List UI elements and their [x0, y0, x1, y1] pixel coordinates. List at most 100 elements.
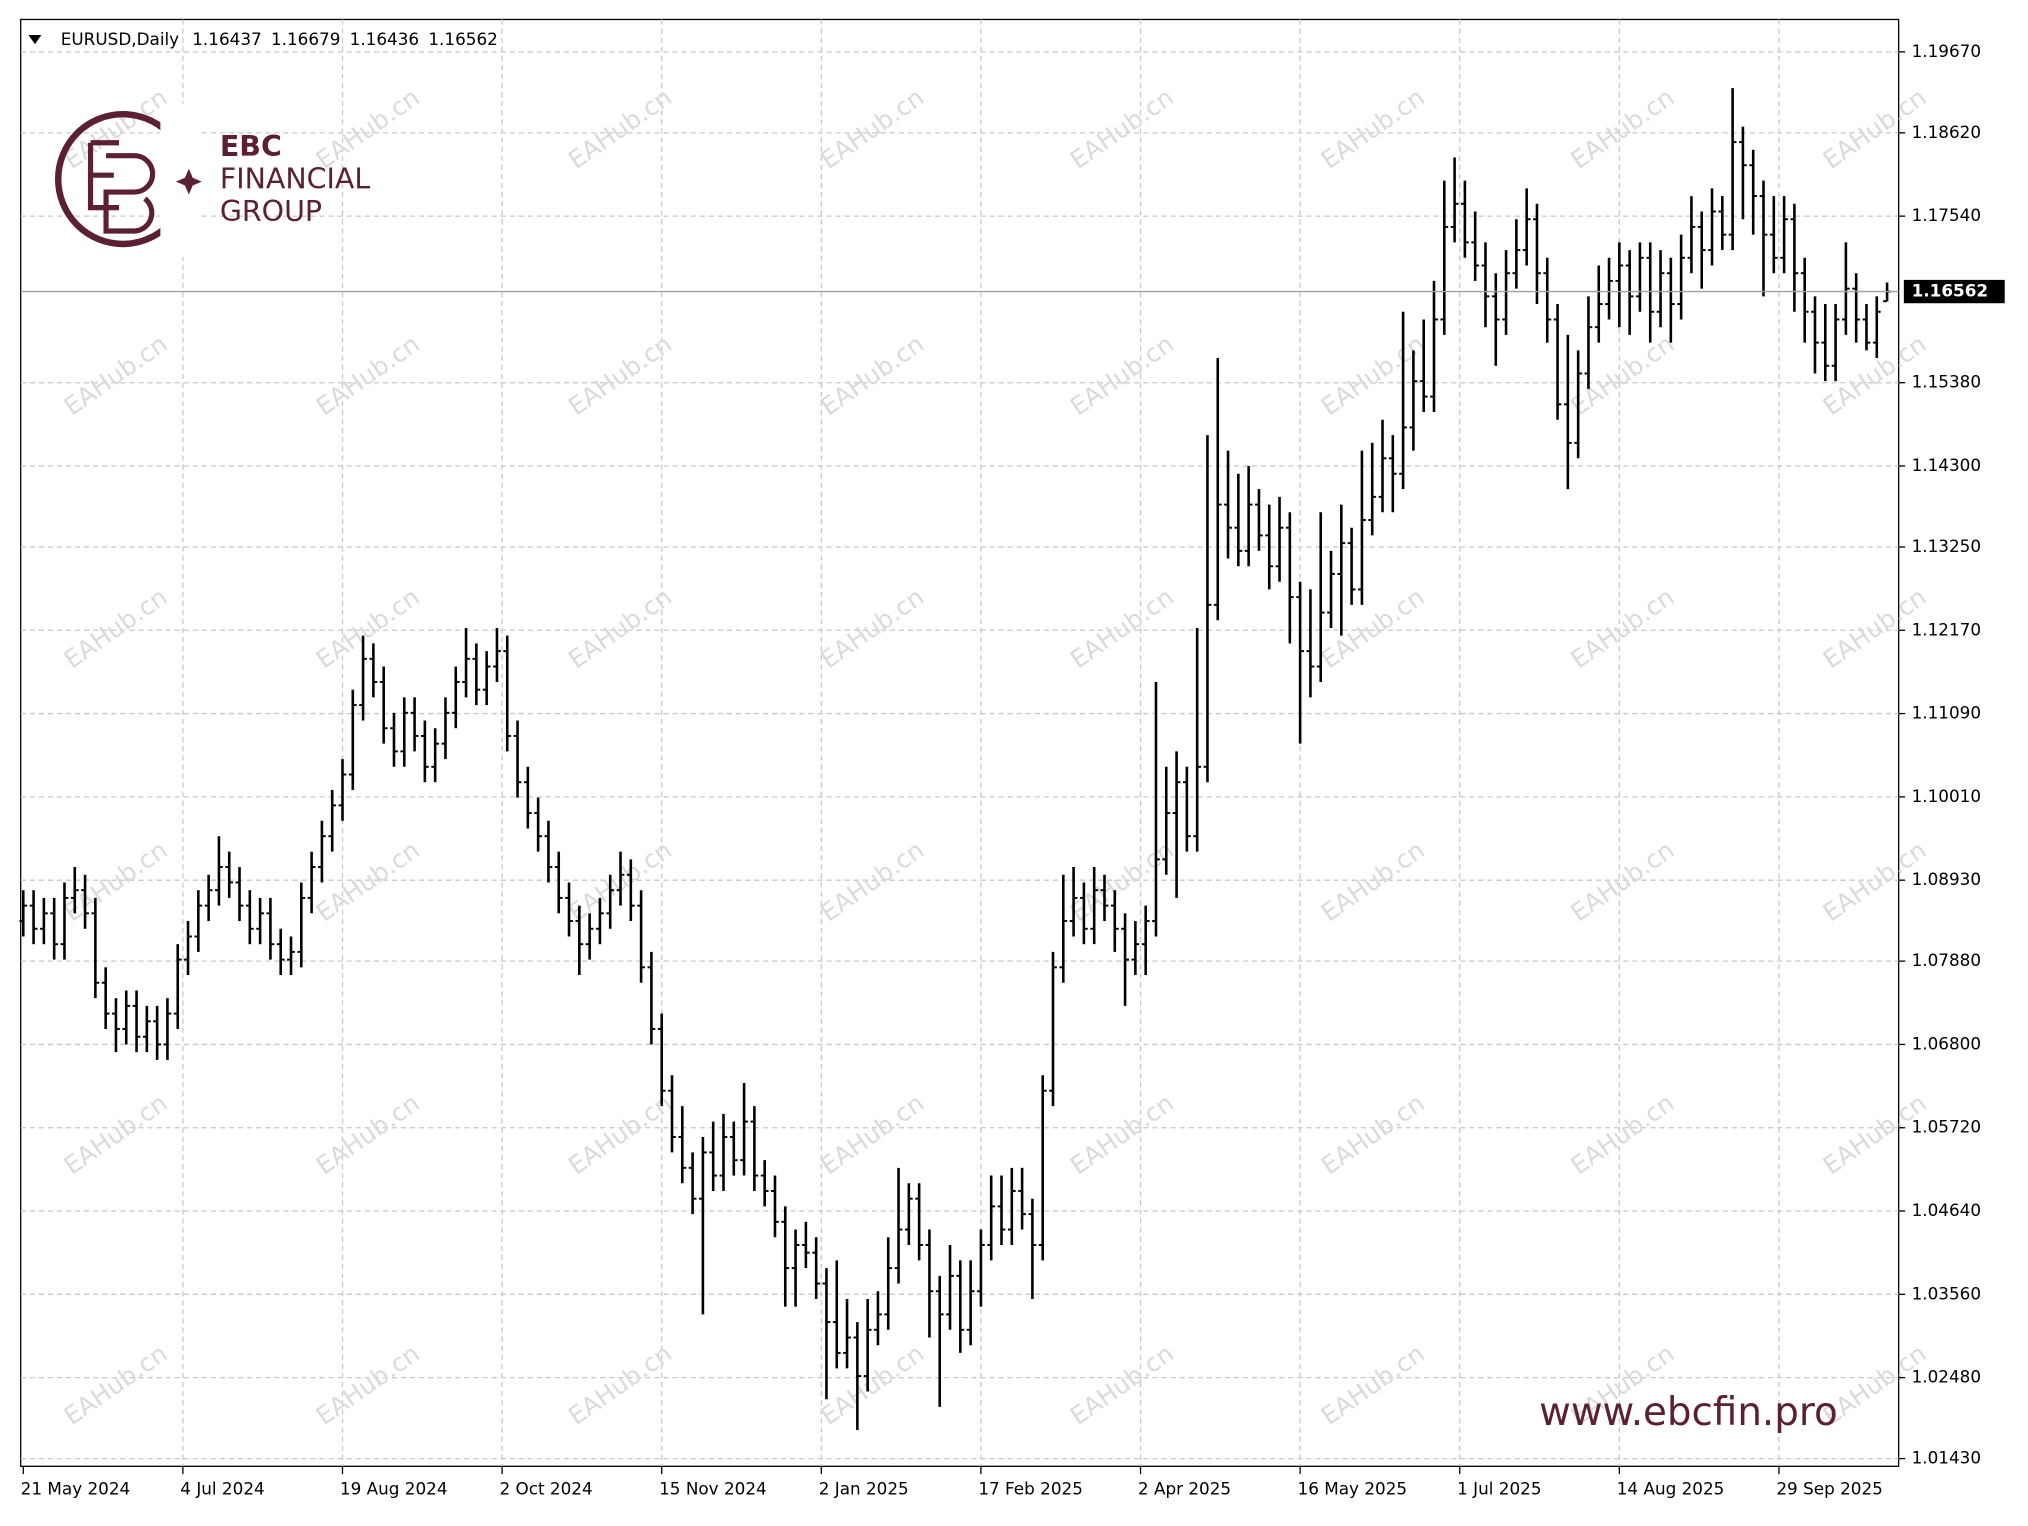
- x-tick-label: 16 May 2025: [1298, 1479, 1408, 1499]
- ohlc-bar: [359, 635, 367, 721]
- ohlc-bar: [1594, 265, 1603, 343]
- logo-name: EBC: [220, 130, 282, 163]
- ohlc-bar: [307, 851, 316, 914]
- y-tick-label: 1.06800: [1912, 1033, 1981, 1053]
- ohlc-bar: [1028, 1198, 1037, 1299]
- ohlc-bar: [729, 1121, 738, 1176]
- ohlc-bar: [328, 789, 337, 852]
- ohlc-bar: [1337, 504, 1346, 636]
- ohlc-bar: [1563, 334, 1572, 490]
- plot-frame: [20, 18, 1900, 1467]
- x-tick-label: 14 Aug 2025: [1617, 1479, 1725, 1499]
- x-tick-label: 2 Oct 2024: [500, 1479, 593, 1499]
- ohlc-bar: [812, 1237, 821, 1299]
- ohlc-bar: [256, 897, 264, 945]
- ohlc-bar: [1275, 496, 1284, 582]
- ohlc-bar: [1080, 882, 1088, 945]
- ohlc-bar: [1811, 296, 1819, 374]
- ohlc-bar: [946, 1244, 954, 1330]
- y-tick-label: 1.18620: [1912, 122, 1981, 142]
- ohlc-bar: [822, 1268, 831, 1400]
- ohlc-bar: [1461, 180, 1469, 258]
- ohlc-bar: [493, 627, 501, 682]
- ohlc-bar: [554, 851, 563, 914]
- ohlc-bar: [1285, 512, 1294, 644]
- y-tick-label: 1.03560: [1912, 1283, 1981, 1303]
- ohlc-bar: [194, 890, 203, 952]
- x-tick-label: 19 Aug 2024: [340, 1479, 448, 1499]
- website: www.ebcfin.pro: [1539, 1390, 1838, 1435]
- ohlc-bar: [1728, 88, 1737, 251]
- ohlc-bar: [1059, 874, 1068, 983]
- y-tick-label: 1.13250: [1912, 536, 1981, 556]
- ohlc-bar: [1646, 242, 1655, 343]
- ohlc-bar: [966, 1260, 975, 1346]
- ohlc-bar: [276, 928, 285, 976]
- ohlc-bar: [1440, 180, 1449, 335]
- ohlc-bar: [1512, 219, 1521, 289]
- y-tick-label: 1.08930: [1912, 869, 1981, 889]
- ohlc-bar: [503, 635, 512, 752]
- logo-line: GROUP: [220, 195, 322, 228]
- ohlc-bar: [1069, 867, 1078, 937]
- ohlc-bar: [462, 627, 470, 698]
- ohlc-bar: [338, 759, 347, 821]
- ohlc-bar: [1224, 450, 1232, 559]
- ohlc-bar: [1533, 203, 1541, 305]
- ohlc-bar: [1018, 1167, 1026, 1230]
- ohlc-bar: [287, 936, 295, 976]
- ohlc-bar: [1502, 250, 1510, 335]
- ohlc-bar: [1244, 466, 1253, 567]
- ohlc-bar: [1780, 196, 1788, 274]
- ohlc-bar: [1182, 766, 1191, 852]
- ohlc-bar: [1172, 751, 1181, 898]
- ohlc-bar: [1687, 196, 1696, 274]
- logo-mark: [87, 140, 156, 234]
- ohlc-bar: [1739, 126, 1747, 220]
- x-tick-label: 2 Apr 2025: [1138, 1479, 1231, 1499]
- ohlc-bar: [1378, 419, 1387, 513]
- ohlc-bar: [688, 1152, 697, 1215]
- ohlc-bar: [935, 1275, 944, 1407]
- ohlc-bar: [142, 1005, 151, 1053]
- ohlc-bar: [534, 797, 543, 852]
- y-tick-label: 1.12170: [1912, 619, 1981, 639]
- ohlc-bar: [379, 666, 388, 744]
- ohlc-bar: [997, 1175, 1006, 1245]
- ohlc-bar: [801, 1221, 810, 1269]
- ohlc-bar: [60, 882, 69, 960]
- ohlc-bar: [390, 712, 398, 767]
- ohlc-bar: [1543, 257, 1552, 343]
- x-tick-label: 15 Nov 2024: [659, 1479, 767, 1499]
- ohlc-bar: [1419, 319, 1428, 413]
- ohlc-bar: [750, 1106, 759, 1191]
- menu-arrow[interactable]: [28, 35, 42, 45]
- ohlc-bar: [1842, 242, 1850, 335]
- y-tick-label: 1.11090: [1912, 703, 1981, 723]
- bars: [19, 88, 1891, 1431]
- ohlc-bar: [1605, 257, 1613, 320]
- x-tick-label: 21 May 2024: [21, 1479, 131, 1499]
- ohlc-bar: [29, 890, 38, 945]
- ohlc-bar: [1615, 242, 1624, 328]
- logo-star: [175, 168, 202, 195]
- ohlc-bar: [1769, 196, 1778, 274]
- ohlc-bar: [565, 882, 573, 937]
- ohlc-bar: [1296, 581, 1305, 744]
- y-tick-label: 1.15380: [1912, 372, 1981, 392]
- ohlc-bar: [1491, 273, 1500, 366]
- ohlc-bar: [843, 1298, 851, 1369]
- ohlc-bar: [1677, 234, 1686, 320]
- price-label: 1.16562: [1912, 281, 1989, 301]
- ohlc-bar: [482, 651, 491, 706]
- x-tick-label: 1 Jul 2025: [1457, 1479, 1541, 1499]
- logo: EBC FINANCIAL GROUP: [54, 103, 370, 257]
- ohlc-bar: [1399, 311, 1407, 490]
- ohlc-bar: [1255, 489, 1263, 551]
- ohlc-bar: [616, 851, 625, 906]
- ohlc-bar: [1121, 913, 1129, 1006]
- ohlc-bar: [1038, 1075, 1047, 1261]
- ohlc-bar: [1141, 905, 1150, 976]
- ohlc-bar: [1152, 681, 1160, 937]
- ohlc-bar: [904, 1183, 913, 1245]
